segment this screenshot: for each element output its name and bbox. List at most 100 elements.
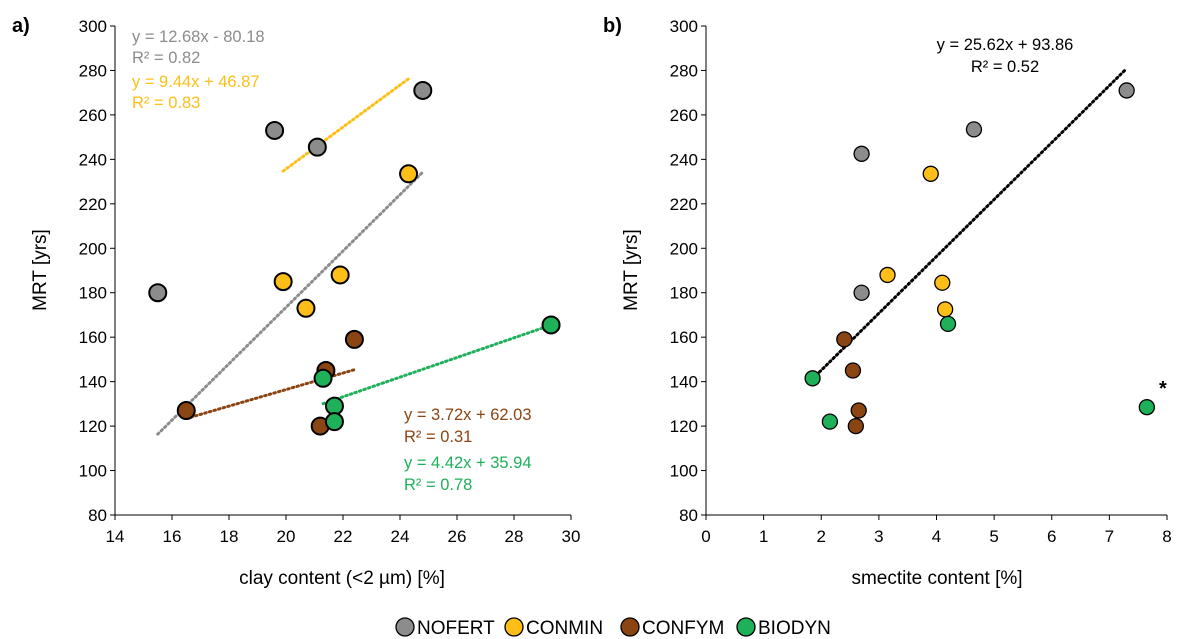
point-nofert bbox=[307, 137, 327, 157]
legend-swatch-confym bbox=[620, 617, 640, 637]
legend-label-nofert: NOFERT bbox=[417, 618, 495, 639]
x-tick-label: 5 bbox=[989, 527, 998, 546]
y-tick-label: 260 bbox=[79, 106, 107, 125]
point-conmin bbox=[936, 301, 954, 318]
point-confym bbox=[176, 401, 196, 421]
point-conmin bbox=[399, 164, 419, 184]
panel-a-trendlines bbox=[156, 77, 553, 436]
y-tick-label: 240 bbox=[79, 150, 107, 169]
panel-b-x-title: smectite content [%] bbox=[851, 568, 1022, 589]
eq-nofert-line2: R² = 0.82 bbox=[132, 49, 200, 67]
point-nofert bbox=[413, 80, 433, 100]
point-conmin bbox=[922, 165, 939, 182]
eq-conmin-line1: y = 9.44x + 46.87 bbox=[132, 73, 260, 91]
x-tick-label: 2 bbox=[817, 527, 826, 546]
y-tick-label: 260 bbox=[670, 106, 698, 125]
point-nofert bbox=[1118, 82, 1135, 99]
y-tick-label: 180 bbox=[670, 284, 698, 303]
panel-b-annotations: y = 25.62x + 93.86 R² = 0.52 * bbox=[937, 36, 1167, 400]
x-tick-label: 0 bbox=[701, 527, 710, 546]
panel-a-annotations: y = 12.68x - 80.18 R² = 0.82 y = 9.44x +… bbox=[132, 28, 532, 494]
y-tick-label: 200 bbox=[670, 239, 698, 258]
point-biodyn bbox=[821, 413, 839, 430]
y-tick-label: 220 bbox=[670, 195, 698, 214]
x-tick-label: 14 bbox=[106, 527, 125, 546]
x-tick-label: 20 bbox=[277, 527, 296, 546]
y-tick-label: 120 bbox=[79, 417, 107, 436]
point-conmin bbox=[330, 265, 350, 285]
y-tick-label: 300 bbox=[670, 17, 698, 36]
trendline-biodyn bbox=[321, 323, 553, 406]
y-tick-label: 300 bbox=[79, 17, 107, 36]
y-tick-label: 240 bbox=[670, 150, 698, 169]
outlier-asterisk: * bbox=[1159, 378, 1167, 400]
point-nofert bbox=[965, 121, 983, 138]
point-nofert bbox=[853, 145, 870, 162]
eq-all-line2: R² = 0.52 bbox=[971, 58, 1039, 76]
y-tick-label: 200 bbox=[79, 239, 107, 258]
point-biodyn bbox=[804, 370, 821, 387]
eq-nofert-line1: y = 12.68x - 80.18 bbox=[132, 28, 265, 46]
x-tick-label: 7 bbox=[1105, 527, 1114, 546]
point-conmin bbox=[296, 298, 316, 318]
panel-b-y-title: MRT [yrs] bbox=[621, 229, 642, 311]
y-tick-label: 120 bbox=[670, 417, 698, 436]
panel-a-y-title: MRT [yrs] bbox=[30, 229, 51, 311]
y-tick-label: 220 bbox=[79, 195, 107, 214]
point-biodyn bbox=[313, 368, 333, 388]
x-tick-label: 1 bbox=[759, 527, 768, 546]
eq-conmin-line2: R² = 0.83 bbox=[132, 94, 200, 112]
point-confym bbox=[344, 329, 364, 349]
panel-a-letter: a) bbox=[12, 15, 30, 37]
point-biodyn bbox=[324, 412, 344, 432]
point-nofert bbox=[265, 120, 285, 140]
point-biodyn bbox=[939, 315, 957, 332]
x-tick-label: 16 bbox=[163, 527, 182, 546]
legend-swatch-biodyn bbox=[736, 617, 756, 637]
point-conmin bbox=[934, 274, 951, 291]
y-tick-label: 160 bbox=[79, 328, 107, 347]
legend-label-biodyn: BIODYN bbox=[758, 618, 831, 639]
eq-biodyn-line1: y = 4.42x + 35.94 bbox=[404, 454, 532, 472]
panel-b-letter: b) bbox=[603, 15, 622, 37]
y-tick-label: 160 bbox=[670, 328, 698, 347]
panel-b-axes: 80 100 120 140 160 180 200 220 240 260 280 300 0 1 2 3 4… bbox=[670, 17, 1172, 546]
y-tick-label: 140 bbox=[79, 373, 107, 392]
point-nofert bbox=[853, 284, 870, 301]
point-conmin bbox=[879, 266, 896, 284]
eq-all-line1: y = 25.62x + 93.86 bbox=[937, 36, 1074, 54]
point-confym bbox=[836, 331, 853, 348]
panel-a-chart: a) 80 100 120 140 160 180 200 220 240 260 280 300 14… bbox=[12, 15, 580, 589]
legend: NOFERT CONMIN CONFYM BIODYN bbox=[395, 617, 831, 639]
x-tick-label: 6 bbox=[1047, 527, 1056, 546]
x-tick-label: 30 bbox=[562, 527, 581, 546]
point-biodyn bbox=[324, 396, 344, 416]
y-tick-label: 280 bbox=[670, 61, 698, 80]
trendline-nofert bbox=[156, 170, 425, 436]
point-conmin bbox=[273, 272, 293, 292]
panel-a-points bbox=[148, 80, 561, 436]
trendline-all bbox=[811, 66, 1129, 381]
x-tick-label: 22 bbox=[334, 527, 353, 546]
panel-b-points bbox=[804, 82, 1155, 435]
eq-biodyn-line2: R² = 0.78 bbox=[404, 476, 472, 494]
point-biodyn bbox=[1138, 399, 1155, 416]
y-tick-label: 140 bbox=[670, 373, 698, 392]
y-tick-label: 80 bbox=[88, 506, 107, 525]
point-biodyn bbox=[541, 315, 561, 335]
legend-swatch-conmin bbox=[504, 617, 524, 637]
point-nofert bbox=[148, 283, 168, 303]
legend-label-conmin: CONMIN bbox=[526, 618, 603, 639]
y-tick-label: 80 bbox=[679, 506, 698, 525]
point-confym bbox=[844, 362, 862, 379]
y-tick-label: 100 bbox=[670, 462, 698, 481]
panel-a-axes: 80 100 120 140 160 180 200 220 240 260 280 300 14 16 1… bbox=[79, 17, 581, 546]
legend-swatch-nofert bbox=[395, 617, 415, 637]
x-tick-label: 4 bbox=[932, 527, 941, 546]
x-tick-label: 18 bbox=[220, 527, 239, 546]
point-confym bbox=[850, 402, 867, 419]
panel-b-trendlines bbox=[811, 66, 1129, 381]
y-tick-label: 100 bbox=[79, 462, 107, 481]
eq-confym-line2: R² = 0.31 bbox=[404, 428, 472, 446]
